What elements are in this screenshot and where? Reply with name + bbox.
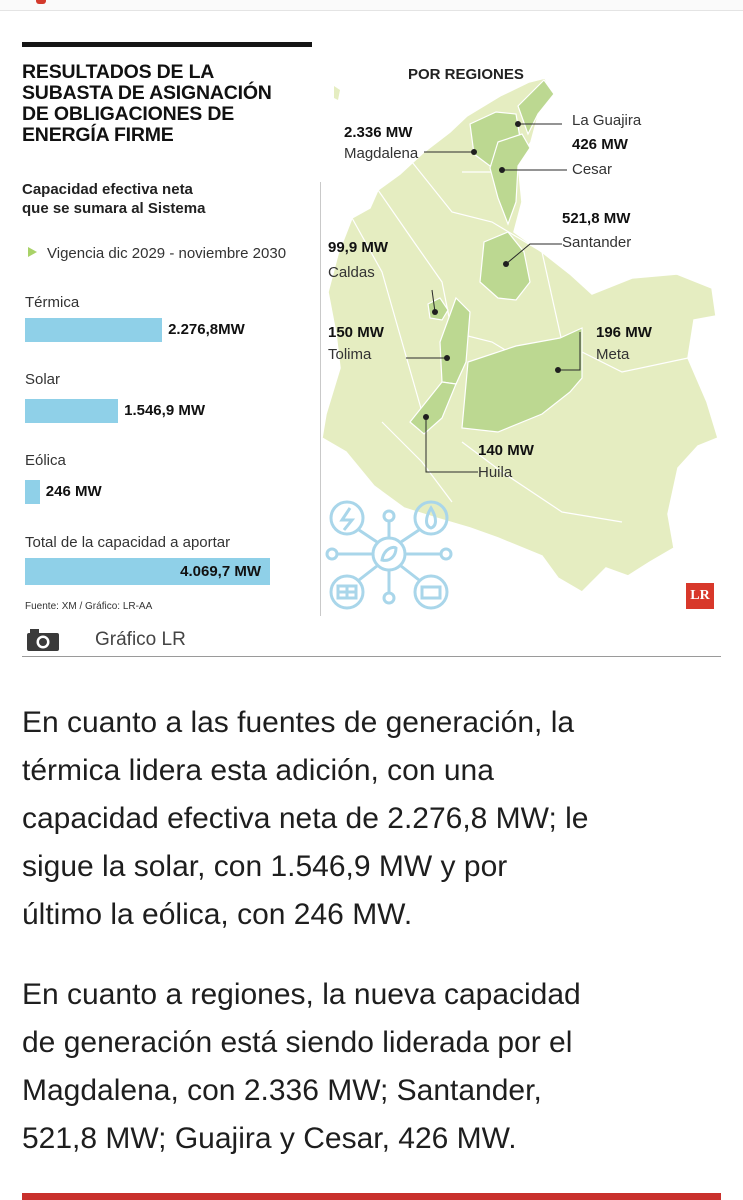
map-title: POR REGIONES (408, 66, 524, 83)
total-bar: 4.069,7 MW (25, 558, 270, 585)
map-island (334, 86, 340, 100)
lr-logo: LR (686, 583, 714, 609)
top-bar-accent (36, 0, 46, 4)
paragraph-line: Magdalena, con 2.336 MW; Santander, (22, 1074, 542, 1107)
energy-icon-circle (439, 547, 453, 561)
subtitle-line: que se sumara al Sistema (22, 200, 206, 217)
energy-icons-watermark (325, 500, 453, 610)
map-value-label: 99,9 MW (328, 239, 389, 256)
map-region-label: Magdalena (344, 145, 419, 162)
triangle-bullet-icon (28, 247, 37, 257)
top-app-bar (0, 0, 743, 11)
bar-eolica (25, 480, 40, 504)
bar-category-label: Térmica (25, 294, 80, 311)
energy-icon-circle (329, 500, 365, 536)
leader-lines (406, 123, 581, 473)
infographic-subtitle: Capacidad efectiva neta que se sumara al… (22, 180, 312, 218)
energy-icon-battery (420, 585, 442, 600)
bar-solar (25, 399, 119, 423)
map-region-label: Tolima (328, 346, 372, 363)
location-dots (423, 121, 561, 420)
article-paragraph: En cuanto a regiones, la nueva capacidad… (22, 971, 722, 1163)
colombia-map (321, 77, 719, 610)
title-line: ENERGÍA FIRME (22, 124, 174, 146)
title-line: DE OBLIGACIONES DE (22, 103, 235, 125)
energy-icon-panel (336, 584, 358, 600)
title-line: SUBASTA DE ASIGNACIÓN (22, 82, 272, 104)
panel-divider (320, 182, 321, 616)
map-region-label: Caldas (328, 264, 375, 281)
caption-text: Gráfico LR (95, 629, 186, 650)
dot-meta (555, 367, 561, 373)
dot-tolima (444, 355, 450, 361)
map-value-label: 521,8 MW (562, 210, 631, 227)
dot-magdalena (471, 149, 477, 155)
total-value: 4.069,7 MW (180, 563, 261, 580)
dot-caldas (432, 309, 438, 315)
article-paragraph: En cuanto a las fuentes de generación, l… (22, 699, 722, 939)
energy-icon-circle (329, 574, 365, 610)
paragraph-line: En cuanto a las fuentes de generación, l… (22, 706, 575, 739)
infographic[interactable]: RESULTADOS DE LA SUBASTA DE ASIGNACIÓN D… (22, 42, 722, 618)
map-value-label: 2.336 MW (344, 124, 413, 141)
title-line: RESULTADOS DE LA (22, 61, 215, 83)
map-region-label: Meta (596, 346, 630, 363)
paragraph-line: sigue la solar, con 1.546,9 MW y por (22, 850, 508, 883)
map-region-label: Santander (562, 234, 632, 251)
dot-santander (503, 261, 509, 267)
source-note: Fuente: XM / Gráfico: LR-AA (25, 601, 153, 612)
energy-icon-circle (382, 509, 396, 523)
map-value-label: 426 MW (572, 136, 628, 153)
paragraph-line: capacidad efectiva neta de 2.276,8 MW; l… (22, 802, 589, 835)
map-value-label: 140 MW (478, 442, 534, 459)
vigencia-note: Vigencia dic 2029 - noviembre 2030 (28, 245, 286, 262)
energy-icon-circle (413, 574, 449, 610)
title-rule (22, 42, 312, 47)
region-meta (461, 327, 583, 433)
region-cesar (489, 133, 531, 226)
bar-value-label: 2.276,8MW (168, 321, 245, 338)
infographic-title: RESULTADOS DE LA SUBASTA DE ASIGNACIÓN D… (22, 62, 322, 146)
bar-value-label: 1.546,9 MW (124, 402, 205, 419)
energy-icon-leaf (380, 545, 398, 562)
camera-icon (27, 629, 59, 651)
energy-icon-bolt (339, 507, 356, 531)
map-land (321, 77, 719, 593)
energy-icon-drop (425, 505, 437, 530)
region-guajira (517, 79, 555, 136)
energy-icon-links (337, 521, 441, 593)
bar-value-label: 246 MW (45, 483, 102, 500)
bar-termica (25, 318, 163, 342)
paragraph-line: último la eólica, con 246 MW. (22, 898, 413, 931)
subtitle-line: Capacidad efectiva neta (22, 181, 193, 198)
map-region-label: Huila (478, 464, 513, 481)
total-label: Total de la capacidad a aportar (25, 534, 231, 551)
dot-cesar (499, 167, 505, 173)
paragraph-line: En cuanto a regiones, la nueva capacidad (22, 978, 581, 1011)
map-value-label: 150 MW (328, 324, 384, 341)
paragraph-line: 521,8 MW; Guajira y Cesar, 426 MW. (22, 1122, 517, 1155)
energy-icon-circle (382, 591, 396, 605)
map-region-label: La Guajira (572, 112, 642, 129)
bottom-accent-bar (22, 1193, 721, 1200)
bar-category-label: Solar (25, 371, 61, 388)
paragraph-line: térmica lidera esta adición, con una (22, 754, 494, 787)
dot-huila (423, 414, 429, 420)
dot-guajira (515, 121, 521, 127)
energy-icon-circle (325, 547, 339, 561)
region-huila (409, 381, 457, 435)
vigencia-text: Vigencia dic 2029 - noviembre 2030 (47, 245, 287, 262)
map-region-label: Cesar (572, 161, 613, 178)
region-caldas (427, 297, 449, 321)
energy-icon-circle (371, 536, 407, 572)
map-value-label: 196 MW (596, 324, 652, 341)
bar-category-label: Eólica (25, 452, 66, 469)
image-caption: Gráfico LR (22, 624, 721, 657)
paragraph-line: de generación está siendo liderada por e… (22, 1026, 573, 1059)
energy-icon-circle (413, 500, 449, 536)
